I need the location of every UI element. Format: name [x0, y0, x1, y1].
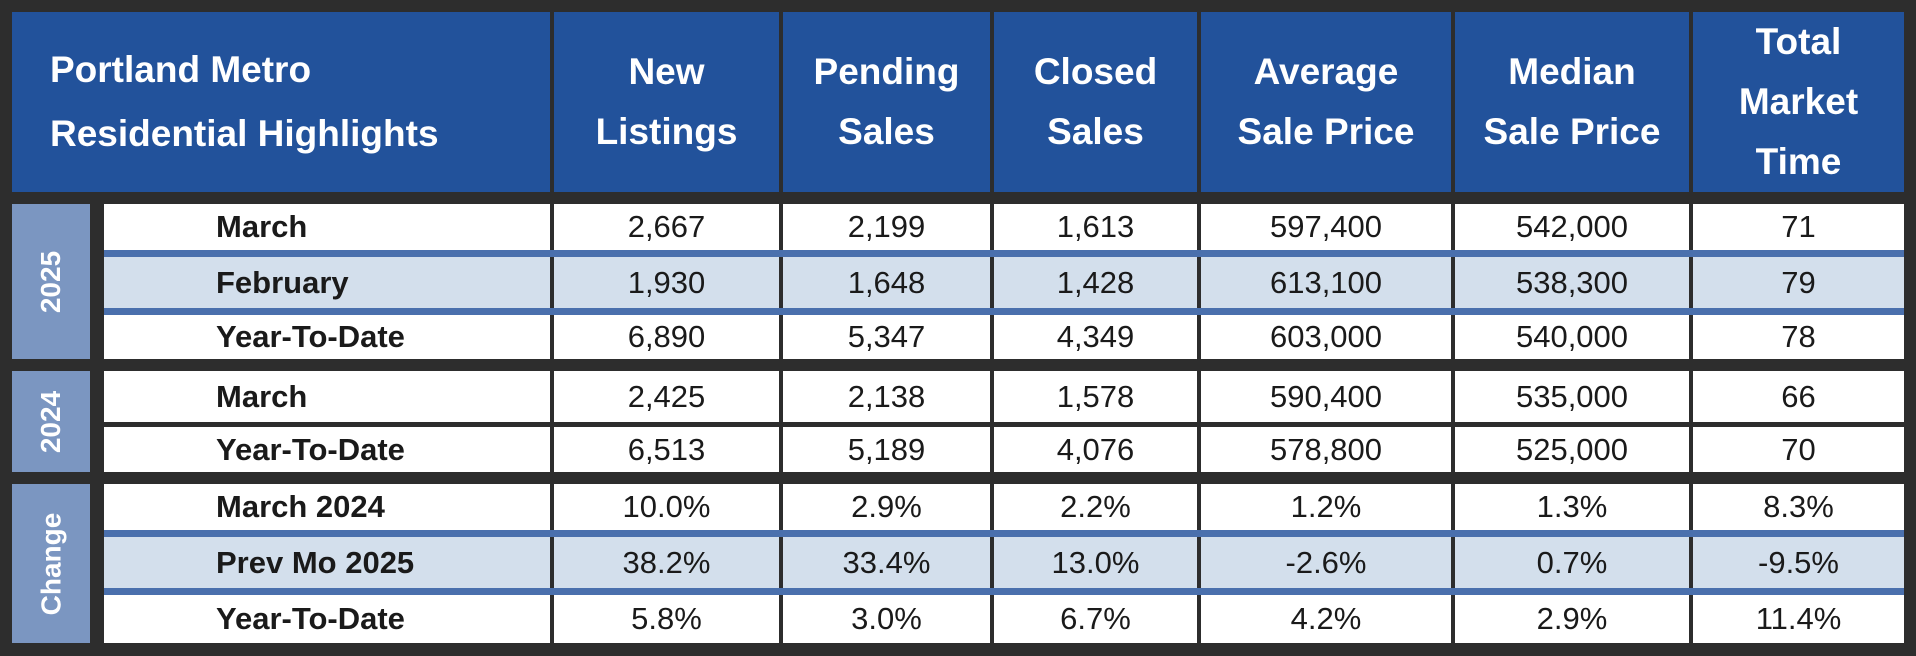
cell-closed-sales: 1,428	[994, 257, 1197, 308]
cell-new-listings: 10.0%	[554, 484, 779, 530]
group-label-text: Change	[35, 512, 66, 615]
row-label: February	[104, 257, 550, 308]
cell-new-listings: 38.2%	[554, 537, 779, 588]
col-header-text: Pending	[813, 51, 960, 92]
col-header-text: Time	[1755, 141, 1842, 182]
cell-total-market-time: 70	[1693, 427, 1904, 472]
cell-total-market-time: 79	[1693, 257, 1904, 308]
cell-average-sale-price: 590,400	[1201, 371, 1451, 422]
col-header-new-listings: New Listings	[554, 12, 779, 192]
group-label-2024: 2024	[12, 371, 90, 472]
cell-average-sale-price: 4.2%	[1201, 595, 1451, 643]
cell-average-sale-price: 603,000	[1201, 315, 1451, 359]
col-header-average-sale-price: Average Sale Price	[1201, 12, 1451, 192]
cell-closed-sales: 4,076	[994, 427, 1197, 472]
cell-closed-sales: 1,578	[994, 371, 1197, 422]
group-label-text: 2025	[34, 250, 66, 313]
col-header-text: Average	[1253, 51, 1399, 92]
cell-pending-sales: 2.9%	[783, 484, 990, 530]
cell-median-sale-price: 535,000	[1455, 371, 1689, 422]
cell-closed-sales: 13.0%	[994, 537, 1197, 588]
cell-total-market-time: 66	[1693, 371, 1904, 422]
cell-pending-sales: 2,138	[783, 371, 990, 422]
cell-median-sale-price: 540,000	[1455, 315, 1689, 359]
cell-median-sale-price: 542,000	[1455, 204, 1689, 250]
cell-average-sale-price: -2.6%	[1201, 537, 1451, 588]
cell-new-listings: 5.8%	[554, 595, 779, 643]
cell-total-market-time: 71	[1693, 204, 1904, 250]
cell-median-sale-price: 0.7%	[1455, 537, 1689, 588]
row-label: March	[104, 371, 550, 422]
cell-average-sale-price: 613,100	[1201, 257, 1451, 308]
row-label: Prev Mo 2025	[104, 537, 550, 588]
col-header-text: Sales	[1047, 111, 1144, 152]
cell-average-sale-price: 597,400	[1201, 204, 1451, 250]
cell-median-sale-price: 2.9%	[1455, 595, 1689, 643]
cell-median-sale-price: 538,300	[1455, 257, 1689, 308]
cell-total-market-time: 78	[1693, 315, 1904, 359]
col-header-text: Median	[1508, 51, 1636, 92]
cell-total-market-time: 11.4%	[1693, 595, 1904, 643]
col-header-pending-sales: Pending Sales	[783, 12, 990, 192]
cell-pending-sales: 5,347	[783, 315, 990, 359]
cell-pending-sales: 5,189	[783, 427, 990, 472]
cell-new-listings: 2,425	[554, 371, 779, 422]
cell-total-market-time: 8.3%	[1693, 484, 1904, 530]
cell-pending-sales: 3.0%	[783, 595, 990, 643]
cell-pending-sales: 33.4%	[783, 537, 990, 588]
cell-closed-sales: 6.7%	[994, 595, 1197, 643]
row-label: Year-To-Date	[104, 427, 550, 472]
title-line-1: Portland Metro	[50, 49, 312, 90]
group-label-2025: 2025	[12, 204, 90, 359]
col-header-text: Listings	[595, 111, 738, 152]
row-label: Year-To-Date	[104, 595, 550, 643]
cell-new-listings: 2,667	[554, 204, 779, 250]
col-header-text: Sales	[838, 111, 935, 152]
row-separator	[104, 530, 1904, 537]
row-separator	[104, 308, 1904, 315]
cell-median-sale-price: 525,000	[1455, 427, 1689, 472]
col-header-text: Sale Price	[1483, 111, 1661, 152]
col-header-median-sale-price: Median Sale Price	[1455, 12, 1689, 192]
title-line-2: Residential Highlights	[50, 113, 439, 154]
row-label: Year-To-Date	[104, 315, 550, 359]
group-label-change: Change	[12, 484, 90, 643]
cell-total-market-time: -9.5%	[1693, 537, 1904, 588]
cell-closed-sales: 4,349	[994, 315, 1197, 359]
cell-pending-sales: 1,648	[783, 257, 990, 308]
col-header-closed-sales: Closed Sales	[994, 12, 1197, 192]
group-label-text: 2024	[34, 390, 66, 453]
row-label: March 2024	[104, 484, 550, 530]
cell-closed-sales: 1,613	[994, 204, 1197, 250]
row-separator	[104, 250, 1904, 257]
cell-new-listings: 6,890	[554, 315, 779, 359]
col-header-text: Closed	[1033, 51, 1158, 92]
col-header-text: Market	[1738, 81, 1859, 122]
cell-new-listings: 6,513	[554, 427, 779, 472]
cell-average-sale-price: 1.2%	[1201, 484, 1451, 530]
cell-median-sale-price: 1.3%	[1455, 484, 1689, 530]
cell-new-listings: 1,930	[554, 257, 779, 308]
cell-closed-sales: 2.2%	[994, 484, 1197, 530]
cell-average-sale-price: 578,800	[1201, 427, 1451, 472]
cell-pending-sales: 2,199	[783, 204, 990, 250]
row-label: March	[104, 204, 550, 250]
col-header-total-market-time: Total Market Time	[1693, 12, 1904, 192]
col-header-text: Sale Price	[1237, 111, 1415, 152]
table-title: Portland Metro Residential Highlights	[12, 12, 550, 192]
row-separator	[104, 588, 1904, 595]
col-header-text: New	[628, 51, 705, 92]
col-header-text: Total	[1755, 21, 1842, 62]
